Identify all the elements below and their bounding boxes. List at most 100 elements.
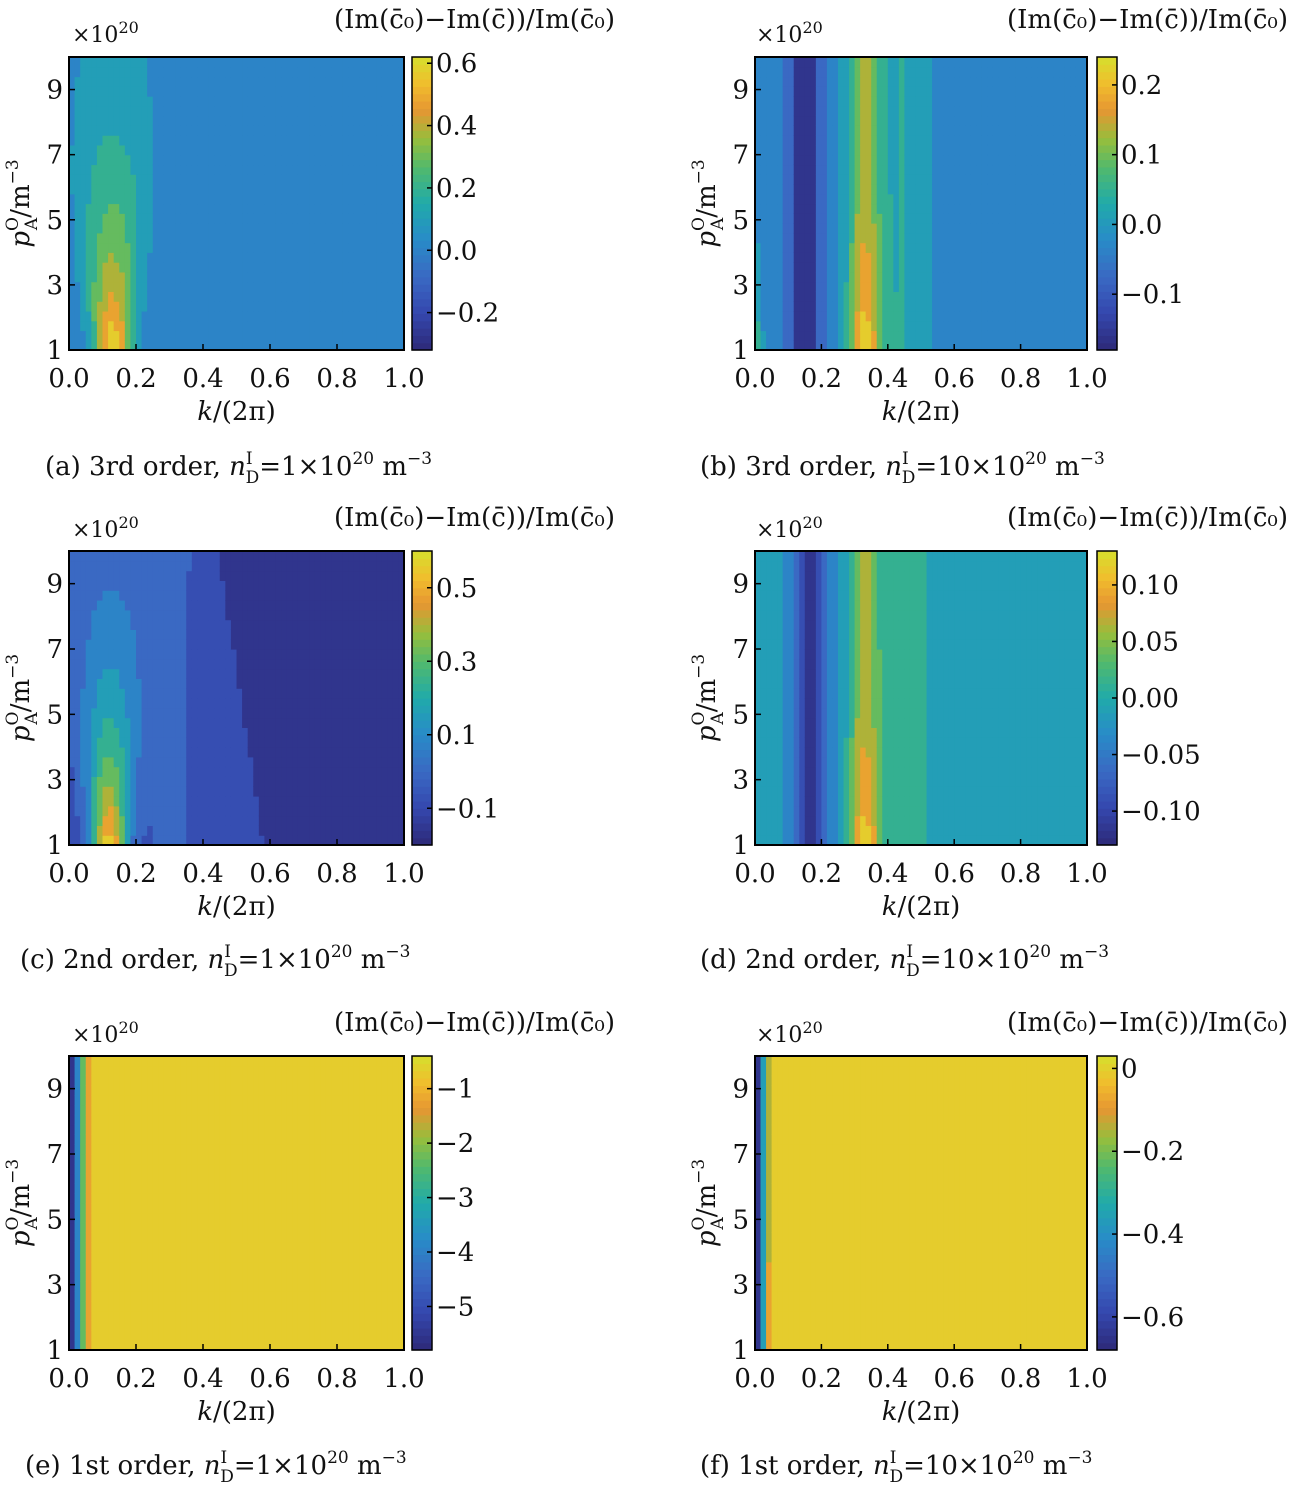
heatmap-cell — [91, 96, 98, 107]
heatmap-cell — [136, 825, 143, 836]
heatmap-cell — [91, 213, 98, 224]
heatmap-cell — [887, 310, 894, 322]
heatmap-cell — [843, 164, 850, 175]
heatmap-cell — [309, 105, 316, 117]
heatmap-cell — [303, 76, 310, 87]
heatmap-cell — [152, 105, 159, 117]
heatmap-cell — [871, 301, 878, 312]
heatmap-cell — [242, 320, 249, 332]
colorbar-tick-label: 0.4 — [436, 112, 477, 142]
heatmap-cell — [208, 57, 215, 68]
heatmap-cell — [981, 291, 988, 302]
heatmap-cell — [225, 232, 232, 244]
heatmap-cell — [782, 66, 789, 78]
heatmap-cell — [236, 232, 243, 244]
heatmap-cell — [932, 340, 939, 351]
heatmap-cell — [152, 796, 159, 807]
heatmap-cell — [1070, 281, 1077, 292]
heatmap-cell — [197, 551, 204, 562]
heatmap-cell — [113, 835, 120, 846]
heatmap-cell — [130, 262, 137, 273]
heatmap-cell — [882, 96, 889, 107]
heatmap-cell — [970, 213, 977, 224]
heatmap-cell — [186, 678, 193, 689]
heatmap-cell — [286, 590, 293, 601]
heatmap-cell — [119, 805, 126, 817]
heatmap-cell — [887, 232, 894, 244]
heatmap-cell — [253, 835, 260, 846]
heatmap-cell — [219, 639, 226, 650]
heatmap-cell — [275, 125, 282, 136]
heatmap-cell — [954, 164, 961, 175]
heatmap-cell — [1081, 76, 1088, 87]
heatmap-cell — [158, 786, 165, 797]
heatmap-cell — [782, 301, 789, 312]
heatmap-cell — [203, 698, 210, 709]
heatmap-cell — [838, 164, 845, 175]
heatmap-cell — [804, 232, 811, 244]
heatmap-cell — [242, 747, 249, 758]
heatmap-cell — [1009, 144, 1016, 156]
heatmap-cell — [810, 105, 817, 117]
heatmap-cell — [331, 281, 338, 292]
heatmap-cell — [331, 340, 338, 351]
heatmap-cell — [788, 232, 795, 244]
colorbar-tick-label: 0.2 — [1121, 71, 1162, 101]
heatmap-cell — [258, 340, 266, 351]
heatmap-cell — [1042, 183, 1049, 195]
heatmap-cell — [80, 154, 87, 166]
heatmap-cell — [275, 766, 282, 777]
heatmap-cell — [180, 668, 187, 679]
heatmap-cell — [258, 786, 266, 797]
heatmap-cell — [959, 193, 966, 205]
heatmap-cell — [381, 174, 388, 185]
heatmap-cell — [85, 766, 92, 777]
heatmap-cell — [1070, 105, 1077, 117]
heatmap-cell — [147, 291, 154, 302]
heatmap-cell — [876, 154, 883, 166]
heatmap-cell — [793, 57, 800, 68]
heatmap-cell — [219, 756, 226, 768]
heatmap-cell — [158, 747, 165, 758]
heatmap-cell — [275, 776, 282, 787]
heatmap-cell — [348, 223, 355, 234]
heatmap-cell — [381, 76, 388, 87]
heatmap-cell — [353, 125, 360, 136]
colorbar-tick-label: 0.0 — [1121, 210, 1162, 240]
heatmap-cell — [175, 619, 182, 630]
heatmap-cell — [970, 115, 977, 126]
heatmap-cell — [141, 330, 148, 341]
heatmap-cell — [69, 756, 76, 768]
heatmap-cell — [788, 252, 795, 263]
heatmap-cell — [85, 232, 92, 244]
heatmap-cell — [258, 805, 266, 817]
heatmap-cell — [1026, 330, 1033, 341]
heatmap-cell — [926, 193, 933, 205]
heatmap-cell — [203, 125, 210, 136]
heatmap-cell — [141, 766, 148, 777]
heatmap-cell — [926, 154, 933, 166]
heatmap-cell — [169, 262, 176, 273]
heatmap-cell — [91, 340, 98, 351]
heatmap-cell — [175, 320, 182, 332]
heatmap-cell — [871, 76, 878, 87]
heatmap-cell — [948, 242, 955, 253]
heatmap-cell — [793, 76, 800, 87]
heatmap-cell — [108, 639, 115, 650]
heatmap-cell — [1053, 330, 1060, 341]
heatmap-cell — [230, 203, 238, 214]
heatmap-cell — [91, 756, 98, 768]
x-tick-label: 0.6 — [934, 364, 975, 394]
heatmap-cell — [954, 291, 961, 302]
heatmap-cell — [1026, 301, 1033, 312]
heatmap-cell — [932, 144, 939, 156]
heatmap-cell — [85, 805, 92, 817]
heatmap-cell — [270, 86, 277, 97]
heatmap-cell — [893, 144, 900, 156]
heatmap-cell — [85, 223, 92, 234]
heatmap-cell — [1081, 125, 1088, 136]
heatmap-cell — [180, 825, 187, 836]
heatmap-cell — [860, 154, 867, 166]
heatmap-cell — [777, 340, 784, 351]
colorbar-segment — [1097, 313, 1117, 322]
